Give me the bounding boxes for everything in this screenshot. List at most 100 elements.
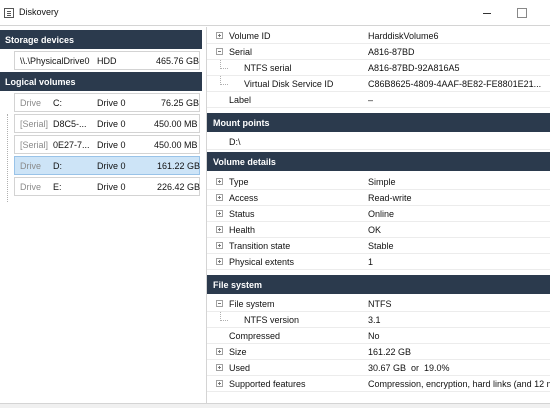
expand-icon[interactable] [216, 178, 223, 185]
property-value: C86B8625-4809-4AAF-8E82-FE8801E21... [368, 79, 542, 89]
details-panel: Volume ID HarddiskVolume6 Serial A816-87… [206, 27, 550, 403]
property-row[interactable]: Volume ID HarddiskVolume6 [207, 28, 550, 44]
volume-drive: Drive 0 [97, 161, 126, 171]
volume-row[interactable]: Drive E: Drive 0 226.42 GB [14, 177, 200, 196]
property-value: Simple [368, 177, 396, 187]
minimize-icon[interactable] [478, 6, 496, 20]
volume-row[interactable]: [Serial] 0E27-7... Drive 0 450.00 MB [14, 135, 200, 154]
property-value: A816-87BD [368, 47, 415, 57]
expand-icon[interactable] [216, 242, 223, 249]
property-row[interactable]: Status Online [207, 206, 550, 222]
window-title: Diskovery [19, 7, 59, 17]
expand-icon[interactable] [216, 380, 223, 387]
property-name: Size [229, 347, 247, 357]
mount-point: D:\ [229, 137, 241, 147]
app-icon [4, 8, 14, 18]
storage-devices-header: Storage devices [0, 30, 202, 49]
mount-points-header: Mount points [207, 113, 550, 132]
tree-connector [220, 76, 228, 85]
expand-icon[interactable] [216, 258, 223, 265]
storage-device-row[interactable]: \\.\PhysicalDrive0 HDD 465.76 GB [14, 51, 200, 70]
volume-id: C: [53, 98, 62, 108]
volume-kind: [Serial] [20, 119, 49, 129]
property-name: Physical extents [229, 257, 295, 267]
volume-row[interactable]: [Serial] D8C5-... Drive 0 450.00 MB [14, 114, 200, 133]
volume-kind: Drive [20, 161, 42, 171]
property-row[interactable]: Physical extents 1 [207, 254, 550, 270]
volume-kind: Drive [20, 98, 42, 108]
property-value: Compression, encryption, hard links (and… [368, 379, 550, 389]
property-value: No [368, 331, 380, 341]
mount-point-row[interactable]: D:\ [207, 134, 550, 150]
volume-drive: Drive 0 [97, 98, 126, 108]
volume-size: 226.42 GB [157, 182, 201, 192]
volume-row[interactable]: Drive C: Drive 0 76.25 GB [14, 93, 200, 112]
tree-connector [220, 312, 228, 321]
volume-drive: Drive 0 [97, 119, 126, 129]
property-value: A816-87BD-92A816A5 [368, 63, 460, 73]
property-name: Compressed [229, 331, 281, 341]
expand-icon[interactable] [216, 226, 223, 233]
volume-id: D: [53, 161, 62, 171]
property-row[interactable]: Label – [207, 92, 550, 108]
file-system-header: File system [207, 275, 550, 294]
property-name: File system [229, 299, 275, 309]
volume-row-selected[interactable]: Drive D: Drive 0 161.22 GB [14, 156, 200, 175]
property-row[interactable]: NTFS serial A816-87BD-92A816A5 [207, 60, 550, 76]
collapse-icon[interactable] [216, 300, 223, 307]
property-row[interactable]: Transition state Stable [207, 238, 550, 254]
collapse-icon[interactable] [216, 48, 223, 55]
volume-drive: Drive 0 [97, 140, 126, 150]
property-name: Label [229, 95, 252, 105]
volume-size: 161.22 GB [157, 161, 201, 171]
property-row[interactable]: Access Read-write [207, 190, 550, 206]
property-value: 1 [368, 257, 374, 267]
device-size: 465.76 GB [156, 56, 200, 66]
status-bar [0, 403, 550, 408]
property-row[interactable]: Used 30.67 GB or 19.0% [207, 360, 550, 376]
property-row[interactable]: NTFS version 3.1 [207, 312, 550, 328]
property-name: Status [229, 209, 255, 219]
expand-icon[interactable] [216, 210, 223, 217]
property-name: Virtual Disk Service ID [244, 79, 334, 89]
property-row[interactable]: Virtual Disk Service ID C86B8625-4809-4A… [207, 76, 550, 92]
property-value: OK [368, 225, 382, 235]
property-value: 30.67 GB or 19.0% [368, 363, 450, 373]
property-row[interactable]: Health OK [207, 222, 550, 238]
property-name: Serial [229, 47, 253, 57]
property-name: Transition state [229, 241, 291, 251]
volume-id: D8C5-... [53, 119, 87, 129]
property-value: Read-write [368, 193, 412, 203]
volume-size: 450.00 MB [154, 140, 198, 150]
expand-icon[interactable] [216, 348, 223, 355]
volume-id: E: [53, 182, 62, 192]
maximize-icon[interactable] [512, 6, 530, 20]
property-row[interactable]: Compressed No [207, 328, 550, 344]
property-row[interactable]: File system NTFS [207, 296, 550, 312]
volume-id: 0E27-7... [53, 140, 90, 150]
property-value: HarddiskVolume6 [368, 31, 439, 41]
property-value: Stable [368, 241, 394, 251]
property-value: – [368, 95, 374, 105]
tree-connector [7, 114, 8, 202]
volume-drive: Drive 0 [97, 182, 126, 192]
volume-size: 76.25 GB [161, 98, 200, 108]
expand-icon[interactable] [216, 194, 223, 201]
property-value: 161.22 GB [368, 347, 412, 357]
property-name: NTFS serial [244, 63, 292, 73]
left-panel: Storage devices \\.\PhysicalDrive0 HDD 4… [0, 27, 202, 403]
property-name: Health [229, 225, 256, 235]
property-name: NTFS version [244, 315, 300, 325]
logical-volumes-header: Logical volumes [0, 72, 202, 91]
property-row[interactable]: Type Simple [207, 174, 550, 190]
property-value: 3.1 [368, 315, 381, 325]
property-row[interactable]: Size 161.22 GB [207, 344, 550, 360]
property-row[interactable]: Serial A816-87BD [207, 44, 550, 60]
expand-icon[interactable] [216, 364, 223, 371]
expand-icon[interactable] [216, 32, 223, 39]
property-name: Used [229, 363, 251, 373]
property-row[interactable]: Supported features Compression, encrypti… [207, 376, 550, 392]
volume-size: 450.00 MB [154, 119, 198, 129]
property-name: Volume ID [229, 31, 271, 41]
property-name: Type [229, 177, 249, 187]
